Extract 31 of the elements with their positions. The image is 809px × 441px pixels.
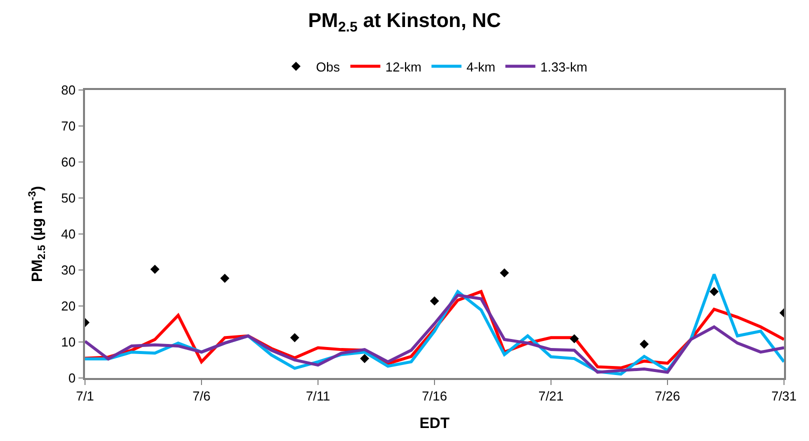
legend-label: 1.33-km bbox=[540, 59, 588, 74]
legend-label: 12-km bbox=[385, 59, 422, 74]
y-tick-label: 80 bbox=[61, 82, 76, 98]
y-tick-label: 30 bbox=[61, 262, 76, 278]
x-tick-label: 7/6 bbox=[192, 388, 211, 404]
point bbox=[150, 264, 160, 274]
x-tick-label: 7/16 bbox=[422, 388, 448, 404]
y-tick-label: 40 bbox=[61, 226, 76, 242]
y-tick-label: 10 bbox=[61, 334, 76, 350]
x-tick-label: 7/31 bbox=[771, 388, 797, 404]
legend-label: 4-km bbox=[466, 59, 496, 74]
chart-title: PM$_{2.5}$ at Kinston, NC bbox=[308, 10, 501, 34]
y-tick-label: 0 bbox=[68, 370, 76, 386]
x-tick-label: 7/21 bbox=[538, 388, 564, 404]
x-axis-title: EDT bbox=[420, 414, 450, 432]
x-tick-label: 7/11 bbox=[306, 388, 330, 404]
point bbox=[220, 274, 230, 283]
x-tick-label: 7/26 bbox=[654, 388, 680, 404]
y-tick-label: 20 bbox=[61, 298, 76, 314]
point bbox=[430, 296, 440, 306]
point bbox=[570, 334, 579, 344]
x-tick-label: 7/1 bbox=[76, 388, 94, 404]
point bbox=[710, 287, 719, 296]
point bbox=[360, 354, 370, 364]
y-tick-label: 60 bbox=[61, 154, 76, 170]
y-tick-label: 50 bbox=[61, 190, 76, 206]
y-tick-label: 70 bbox=[61, 118, 76, 134]
legend-label: Obs bbox=[316, 59, 340, 74]
point bbox=[640, 340, 649, 349]
point bbox=[500, 268, 509, 278]
point bbox=[290, 333, 300, 342]
